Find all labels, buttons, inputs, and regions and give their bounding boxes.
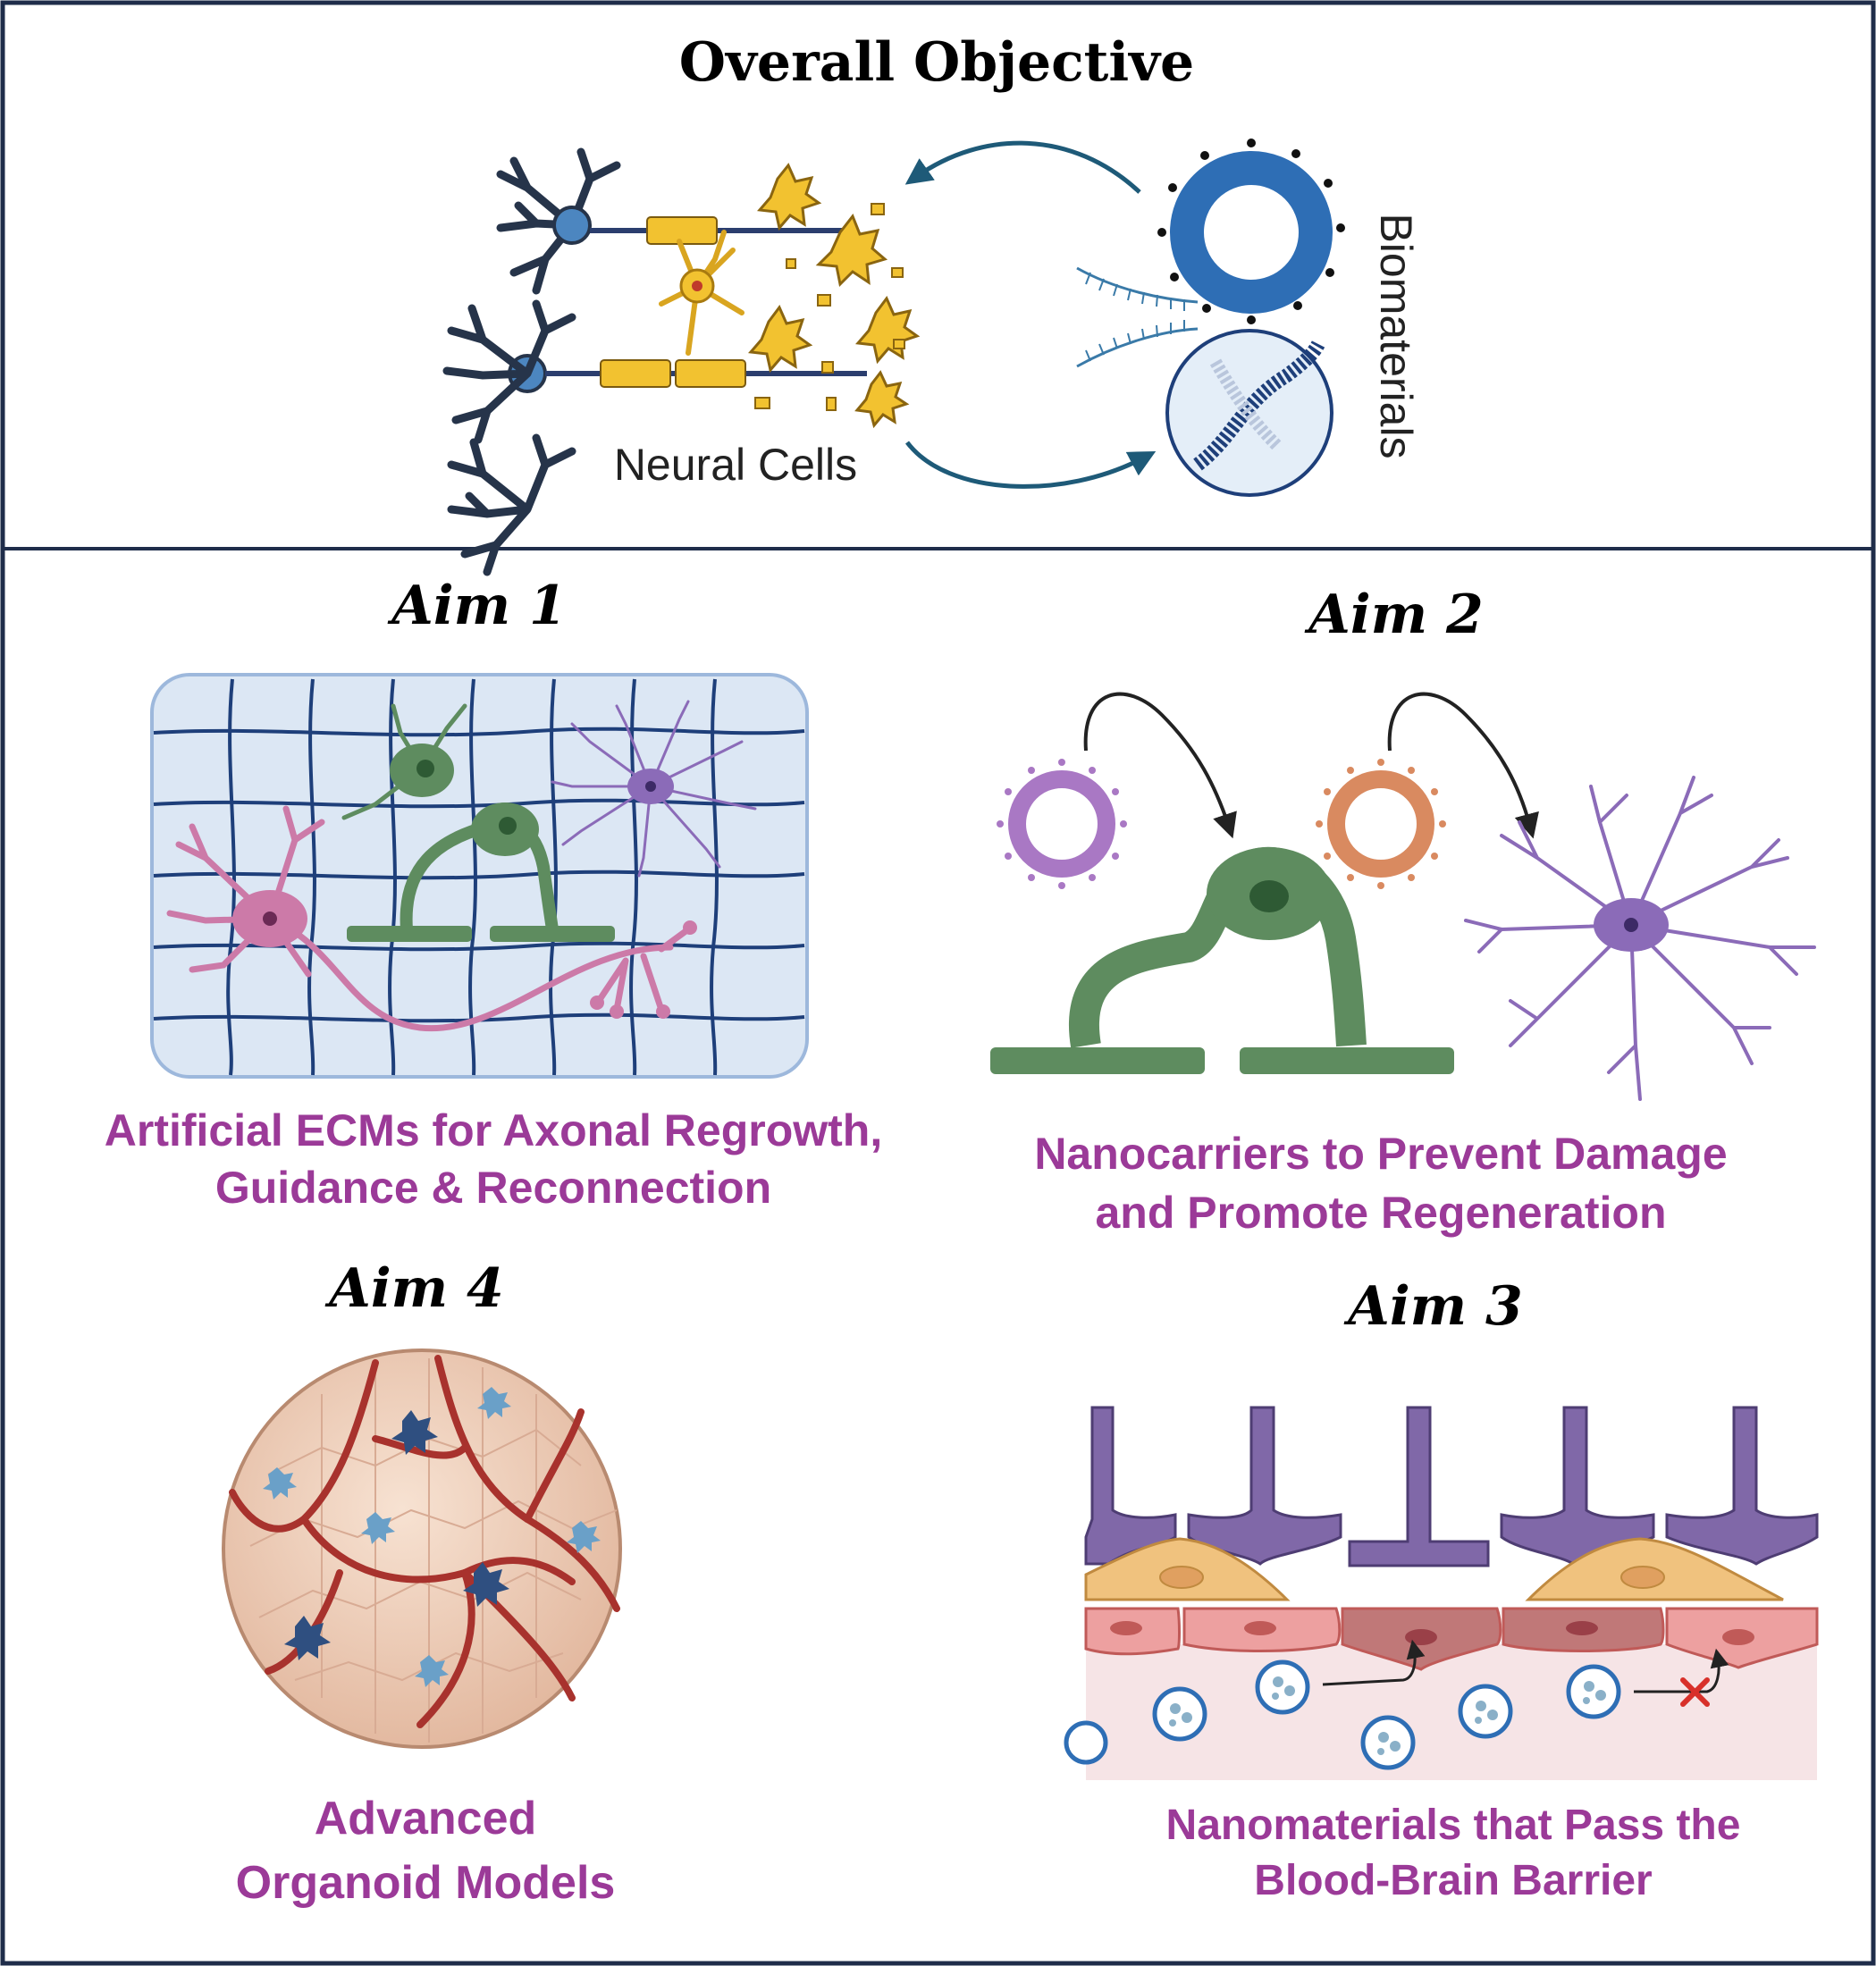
aim2-nanocarrier-illustration (990, 692, 1816, 1101)
aim2-caption-line1: Nanocarriers to Prevent Damage (1034, 1129, 1727, 1179)
aim3-bbb-illustration (1064, 1403, 1819, 1780)
return-arrow (904, 140, 1141, 194)
aim1-caption-line1: Artificial ECMs for Axonal Regrowth, (105, 1105, 882, 1155)
aim1-heading: Aim 1 (387, 575, 566, 637)
overall-objective-title: Overall Objective (679, 31, 1194, 94)
nanoparticle-icon (1157, 139, 1345, 324)
aim4-caption-line2: Organoid Models (236, 1857, 616, 1909)
fiber-comb-icon (1076, 266, 1199, 368)
aim4-organoid-illustration (222, 1348, 622, 1749)
hydrogel-icon (1165, 329, 1333, 497)
biomaterials-label: Biomaterials (1371, 213, 1421, 458)
aim4-caption-line1: Advanced (315, 1793, 537, 1844)
aim1-ecm-illustration (150, 673, 809, 1079)
aim2-heading: Aim 2 (1304, 584, 1483, 646)
aim1-caption-line2: Guidance & Reconnection (215, 1163, 771, 1213)
blocked-x-icon (1680, 1677, 1710, 1707)
aim3-caption-line2: Blood-Brain Barrier (1254, 1857, 1652, 1904)
aim4-heading: Aim 4 (324, 1257, 503, 1320)
aim3-heading: Aim 3 (1343, 1275, 1522, 1338)
aim3-caption-line1: Nanomaterials that Pass the (1166, 1802, 1741, 1849)
neural-cells-illustration (442, 147, 921, 576)
aim2-caption-line2: and Promote Regeneration (1096, 1188, 1667, 1238)
neural-cells-label: Neural Cells (614, 440, 857, 490)
forward-arrow (905, 441, 1157, 489)
